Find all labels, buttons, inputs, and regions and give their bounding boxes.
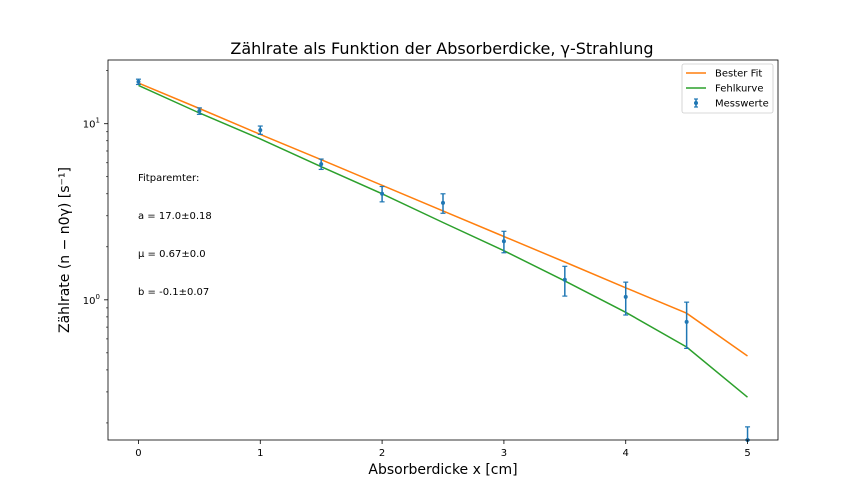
- legend-marker-messwerte: [694, 98, 698, 108]
- legend-label-messwerte: Messwerte: [715, 99, 769, 110]
- series-line-fehlkurve: [138, 84, 748, 398]
- legend: Bester Fit Fehlkurve Messwerte: [681, 63, 774, 114]
- legend-frame: [681, 63, 774, 114]
- chart-title: Zählrate als Funktion der Absorberdicke,…: [230, 39, 653, 58]
- x-axis-label: Absorberdicke x [cm]: [368, 462, 517, 478]
- plot-frame: [107, 59, 779, 441]
- data-point: [684, 301, 690, 349]
- data-point: [257, 125, 263, 135]
- x-tick-label: 2: [379, 448, 385, 459]
- data-point: [318, 158, 324, 171]
- y-tick-label: 101: [83, 117, 100, 131]
- x-tick-label: 5: [744, 448, 750, 459]
- x-tick-label: 1: [257, 448, 263, 459]
- fit-parameter-text: μ = 0.67±0.0: [138, 249, 206, 260]
- data-point: [562, 265, 568, 297]
- data-point: [440, 193, 446, 214]
- data-point: [196, 107, 202, 115]
- data-point: [501, 230, 507, 254]
- legend-label-bester-fit: Bester Fit: [715, 69, 762, 80]
- data-point: [135, 78, 141, 86]
- legend-label-fehlkurve: Fehlkurve: [715, 84, 763, 95]
- data-point: [379, 185, 385, 203]
- x-tick-label: 3: [501, 448, 507, 459]
- series-line-bester-fit: [138, 82, 748, 357]
- fit-parameter-text: Fitparemter:: [138, 173, 199, 184]
- y-tick-label: 100: [83, 293, 100, 307]
- y-axis-label: Zählrate (n − n0γ) [s⁻¹]: [57, 167, 73, 333]
- data-point: [623, 281, 629, 316]
- x-tick-label: 4: [623, 448, 629, 459]
- fit-parameter-text: b = -0.1±0.07: [138, 287, 209, 298]
- fit-parameter-text: a = 17.0±0.18: [138, 211, 212, 222]
- x-tick-label: 0: [135, 448, 141, 459]
